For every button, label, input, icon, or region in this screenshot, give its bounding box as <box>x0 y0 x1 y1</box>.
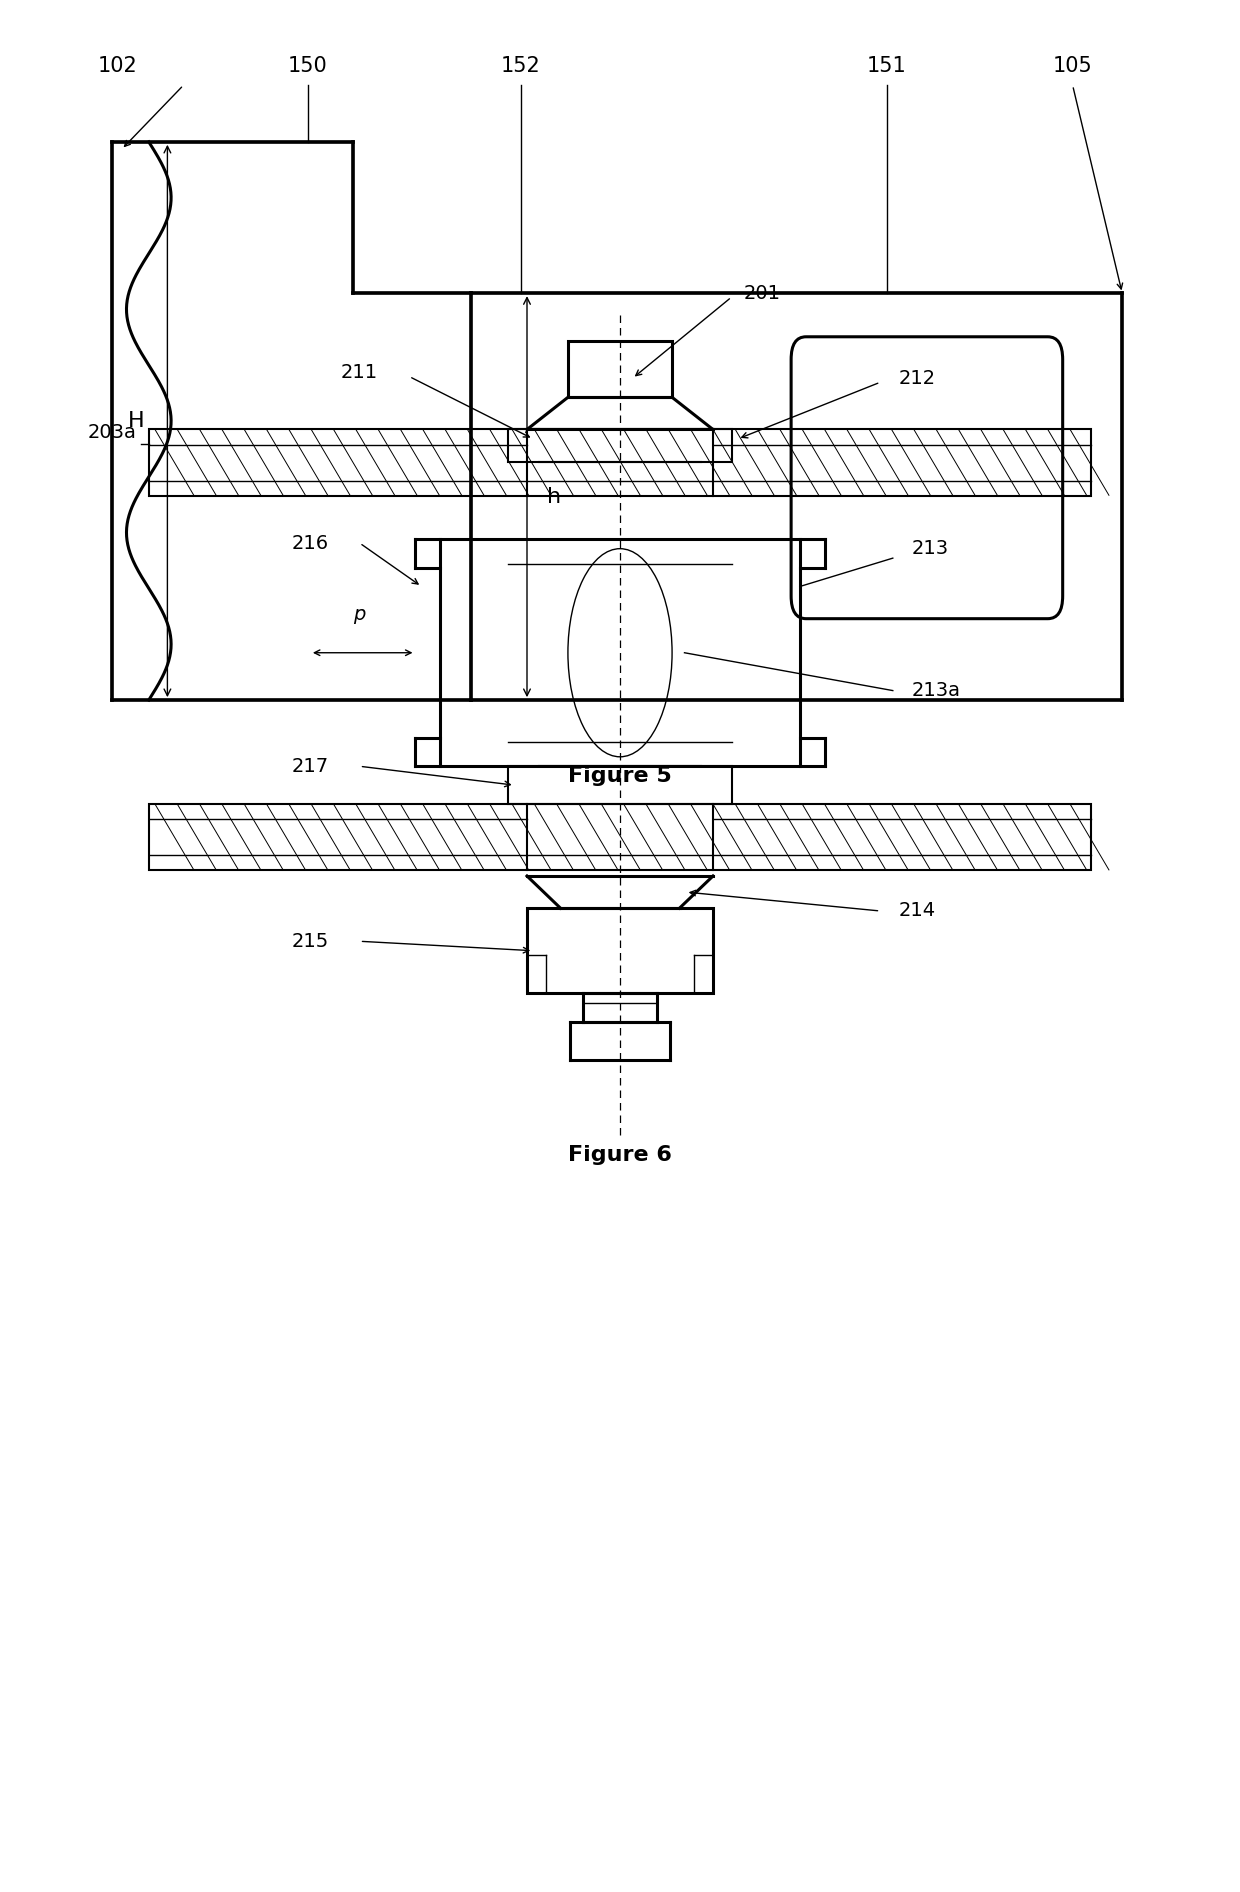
Text: 213: 213 <box>911 539 949 558</box>
Text: h: h <box>547 486 562 507</box>
Text: 216: 216 <box>291 534 329 552</box>
Text: p: p <box>353 605 366 624</box>
Bar <box>508 429 732 462</box>
Text: 215: 215 <box>291 931 329 952</box>
Text: 152: 152 <box>501 55 541 76</box>
Text: 203a: 203a <box>88 422 136 443</box>
Text: Figure 6: Figure 6 <box>568 1145 672 1165</box>
Text: H: H <box>128 411 145 431</box>
Text: 213a: 213a <box>911 681 961 700</box>
Bar <box>149 429 1091 496</box>
Text: 102: 102 <box>98 55 138 76</box>
Text: 201: 201 <box>744 284 781 303</box>
Text: 151: 151 <box>867 55 906 76</box>
Bar <box>568 341 672 397</box>
Text: 217: 217 <box>291 757 329 776</box>
Bar <box>149 804 1091 870</box>
Text: 105: 105 <box>1053 55 1092 76</box>
Bar <box>508 766 732 804</box>
Text: 150: 150 <box>288 55 327 76</box>
Text: 212: 212 <box>899 369 936 388</box>
Bar <box>440 539 800 766</box>
Bar <box>527 908 713 993</box>
Text: 214: 214 <box>899 901 936 921</box>
Text: Figure 5: Figure 5 <box>568 766 672 787</box>
Text: 211: 211 <box>341 363 378 382</box>
